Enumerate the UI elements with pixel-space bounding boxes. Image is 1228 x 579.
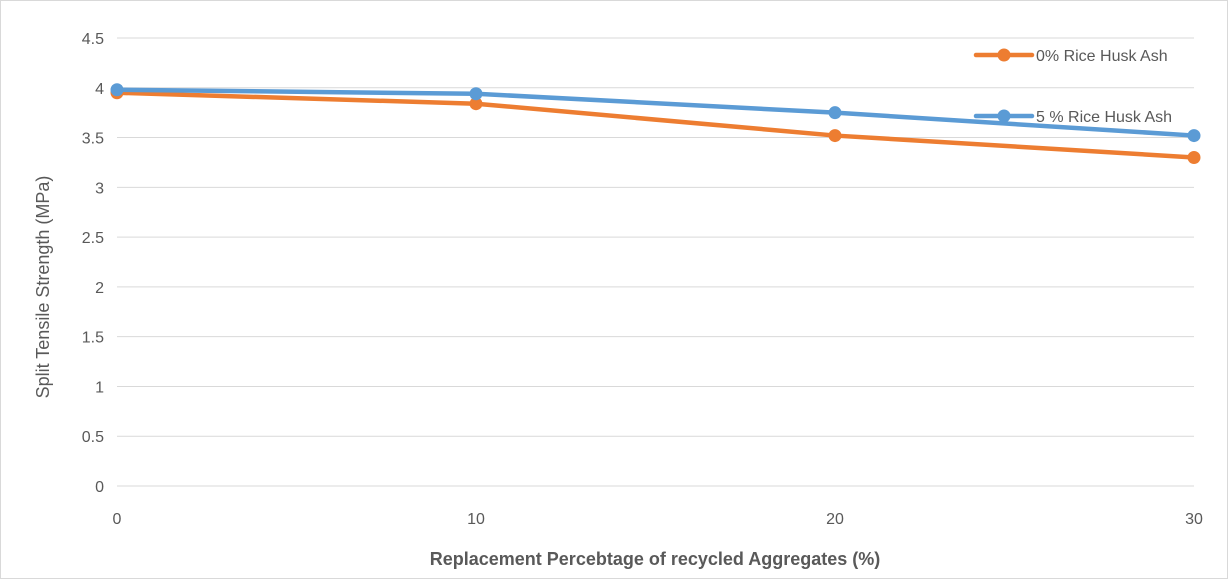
- legend-marker: [997, 109, 1011, 123]
- y-tick-label: 0: [95, 479, 104, 496]
- series-line: [114, 90, 1197, 160]
- series-1: [110, 86, 1201, 164]
- legend-marker: [997, 48, 1011, 62]
- x-axis-ticks: 0 10 20 30: [113, 511, 1203, 528]
- y-tick-label: 3.5: [82, 131, 104, 148]
- legend: 0% Rice Husk Ash 5 % Rice Husk Ash: [973, 48, 1172, 126]
- legend-item: 0% Rice Husk Ash: [973, 48, 1168, 65]
- y-tick-label: 4: [95, 81, 104, 98]
- x-tick-label: 0: [113, 511, 122, 528]
- data-point: [1187, 129, 1201, 143]
- data-point: [828, 106, 842, 120]
- x-axis-title: Replacement Percebtage of recycled Aggre…: [430, 549, 881, 569]
- legend-item: 5 % Rice Husk Ash: [973, 109, 1172, 126]
- data-point: [469, 87, 483, 101]
- gridlines: [117, 37, 1194, 487]
- y-tick-label: 2: [95, 280, 104, 297]
- legend-label: 5 % Rice Husk Ash: [1036, 109, 1172, 126]
- data-point: [828, 129, 842, 143]
- legend-label: 0% Rice Husk Ash: [1036, 48, 1168, 65]
- x-tick-label: 20: [826, 511, 844, 528]
- data-point: [469, 97, 483, 111]
- x-tick-label: 10: [467, 511, 485, 528]
- y-tick-label: 0.5: [82, 429, 104, 446]
- x-tick-label: 30: [1185, 511, 1203, 528]
- series-2: [110, 83, 1201, 143]
- series-line: [114, 87, 1197, 138]
- y-tick-label: 1.5: [82, 330, 104, 347]
- y-tick-label: 4.5: [82, 31, 104, 48]
- y-tick-label: 3: [95, 180, 104, 197]
- data-point: [1187, 150, 1201, 164]
- series-group: [110, 83, 1201, 164]
- y-axis-title: Split Tensile Strength (MPa): [33, 176, 53, 399]
- y-axis-ticks: 0 0.5 1 1.5 2 2.5 3 3.5 4 4.5: [82, 31, 104, 496]
- y-tick-label: 1: [95, 379, 104, 396]
- y-tick-label: 2.5: [82, 230, 104, 247]
- data-point: [110, 83, 124, 97]
